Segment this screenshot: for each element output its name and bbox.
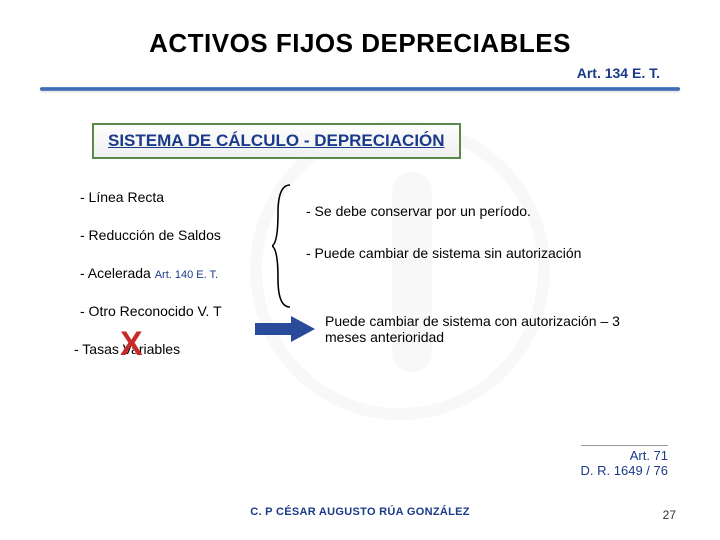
footer-author: C. P CÉSAR AUGUSTO RÚA GONZÁLEZ <box>0 506 720 518</box>
note-cambiar-sin-autorizacion: - Puede cambiar de sistema sin autorizac… <box>306 245 666 261</box>
arrow-annotation: Puede cambiar de sistema con autorizació… <box>255 313 645 345</box>
arrow-note-text: Puede cambiar de sistema con autorizació… <box>325 313 645 345</box>
section-heading-box: SISTEMA DE CÁLCULO - DEPRECIACIÓN <box>92 123 461 159</box>
list-item-acelerada-text: - Acelerada <box>80 265 155 281</box>
content-area: - Línea Recta - Reducción de Saldos - Ac… <box>0 189 720 379</box>
footer-ref-line1: Art. 71 <box>581 445 668 463</box>
slide-container: ACTIVOS FIJOS DEPRECIABLES Art. 134 E. T… <box>0 0 720 540</box>
title-divider <box>40 87 680 91</box>
list-item-tasas-variables: - Tasas Variables X <box>74 341 180 357</box>
page-number: 27 <box>663 508 676 522</box>
brace-notes: - Se debe conservar por un período. - Pu… <box>306 203 666 287</box>
footer-article-ref: Art. 71 D. R. 1649 / 76 <box>581 445 668 478</box>
x-mark-icon: X <box>120 325 143 364</box>
acelerada-article-ref: Art. 140 E. T. <box>155 269 218 281</box>
title-article-ref: Art. 134 E. T. <box>0 65 720 81</box>
footer-ref-line2: D. R. 1649 / 76 <box>581 463 668 478</box>
slide-title: ACTIVOS FIJOS DEPRECIABLES <box>0 0 720 59</box>
note-conservar-periodo: - Se debe conservar por un período. <box>306 203 666 219</box>
arrow-right-icon <box>255 316 315 342</box>
brace-icon <box>272 183 296 309</box>
